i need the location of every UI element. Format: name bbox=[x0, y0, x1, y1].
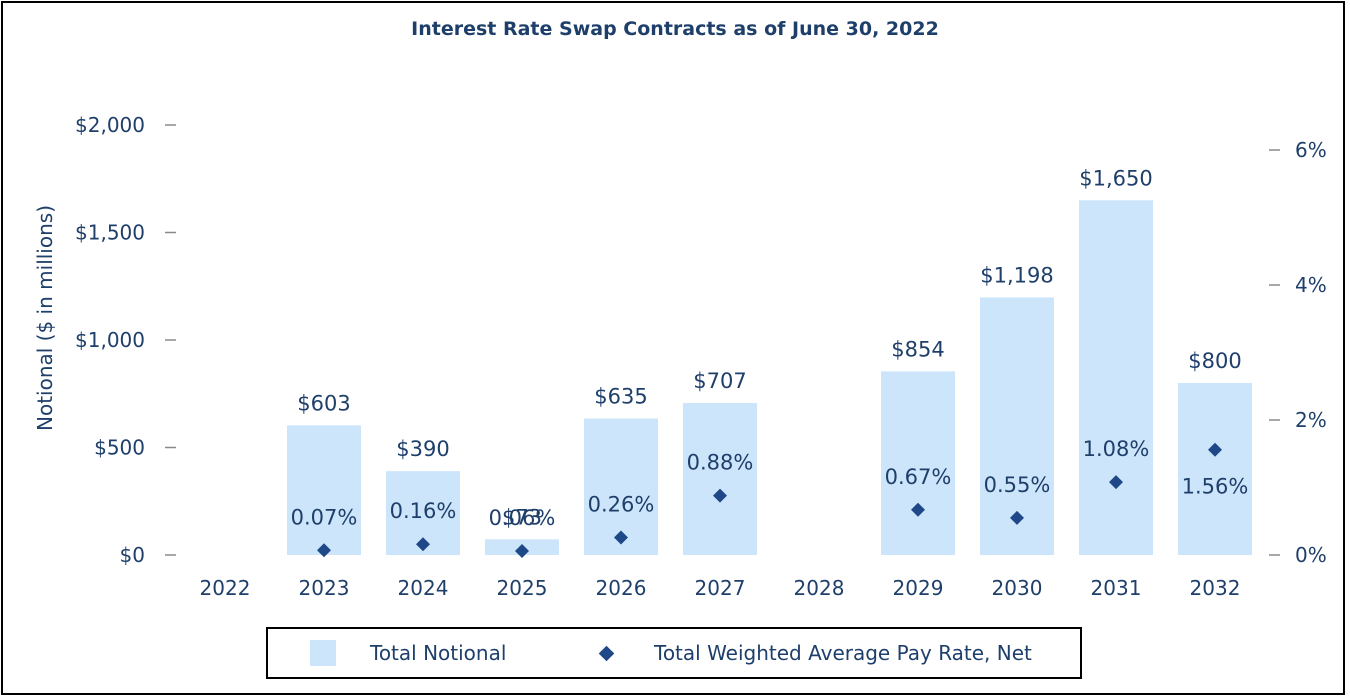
legend-bar-label: Total Notional bbox=[370, 641, 507, 665]
bar bbox=[287, 425, 361, 555]
bar-value-label: $854 bbox=[891, 337, 944, 361]
bar-value-label: $603 bbox=[297, 391, 350, 415]
rate-marker bbox=[1109, 475, 1123, 490]
rate-marker bbox=[713, 488, 727, 503]
bar bbox=[1178, 383, 1252, 555]
x-axis-tick-label: 2027 bbox=[695, 576, 746, 600]
legend-marker-label: Total Weighted Average Pay Rate, Net bbox=[654, 641, 1032, 665]
y-axis-tick-label: $2,000 bbox=[75, 113, 145, 137]
x-axis-tick-label: 2024 bbox=[398, 576, 449, 600]
legend: Total Notional Total Weighted Average Pa… bbox=[266, 627, 1082, 679]
rate-value-label: 1.56% bbox=[1182, 475, 1249, 499]
legend-bar-swatch bbox=[310, 640, 336, 666]
bar bbox=[1079, 200, 1153, 555]
chart-title: Interest Rate Swap Contracts as of June … bbox=[411, 18, 939, 40]
y-axis-tick-label: $1,000 bbox=[75, 328, 145, 352]
x-axis-tick-label: 2025 bbox=[497, 576, 548, 600]
rate-marker bbox=[1010, 510, 1024, 525]
rate-value-label: 0.26% bbox=[588, 492, 655, 516]
y2-axis-tick-label: 2% bbox=[1295, 408, 1327, 432]
rate-marker bbox=[416, 537, 430, 552]
x-axis-tick-label: 2032 bbox=[1190, 576, 1241, 600]
rate-value-label: 0.06% bbox=[489, 506, 556, 530]
y2-axis-tick-label: 0% bbox=[1295, 543, 1327, 567]
y-axis-tick-label: $500 bbox=[94, 436, 145, 460]
x-axis-tick-label: 2022 bbox=[200, 576, 251, 600]
x-axis-tick-label: 2030 bbox=[992, 576, 1043, 600]
y-axis-title: Notional ($ in millions) bbox=[33, 205, 57, 431]
bar-value-label: $1,650 bbox=[1079, 166, 1152, 190]
bar-value-label: $635 bbox=[594, 384, 647, 408]
rate-value-label: 0.88% bbox=[687, 451, 754, 475]
x-axis-tick-label: 2028 bbox=[794, 576, 845, 600]
bar-value-label: $800 bbox=[1188, 349, 1241, 373]
rate-value-label: 0.67% bbox=[885, 465, 952, 489]
y2-axis-tick-label: 4% bbox=[1295, 273, 1327, 297]
rate-marker bbox=[911, 502, 925, 517]
y-axis-tick-label: $0 bbox=[120, 543, 145, 567]
bar-value-label: $1,198 bbox=[980, 263, 1053, 287]
rate-value-label: 0.16% bbox=[390, 499, 457, 523]
rate-marker bbox=[1208, 442, 1222, 457]
rate-value-label: 0.55% bbox=[984, 473, 1051, 497]
y2-axis-tick-label: 6% bbox=[1295, 138, 1327, 162]
rate-value-label: 1.08% bbox=[1083, 437, 1150, 461]
rate-marker bbox=[614, 530, 628, 545]
x-axis-tick-label: 2031 bbox=[1091, 576, 1142, 600]
rate-marker bbox=[317, 543, 331, 558]
bar bbox=[881, 371, 955, 555]
x-axis-tick-label: 2026 bbox=[596, 576, 647, 600]
bar-value-label: $390 bbox=[396, 437, 449, 461]
bar-value-label: $73 bbox=[502, 505, 542, 529]
rate-marker bbox=[515, 543, 529, 558]
rate-value-label: 0.07% bbox=[291, 505, 358, 529]
y-axis-tick-label: $1,500 bbox=[75, 221, 145, 245]
x-axis-tick-label: 2023 bbox=[299, 576, 350, 600]
bar bbox=[683, 402, 757, 555]
legend-diamond-marker bbox=[598, 645, 615, 662]
x-axis-tick-label: 2029 bbox=[893, 576, 944, 600]
bar-value-label: $707 bbox=[693, 369, 746, 393]
